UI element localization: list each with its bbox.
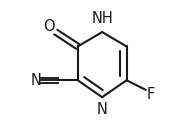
Text: N: N: [97, 102, 108, 117]
Text: F: F: [147, 87, 155, 102]
Text: N: N: [31, 73, 42, 88]
Text: NH: NH: [91, 11, 113, 26]
Text: O: O: [43, 19, 55, 34]
